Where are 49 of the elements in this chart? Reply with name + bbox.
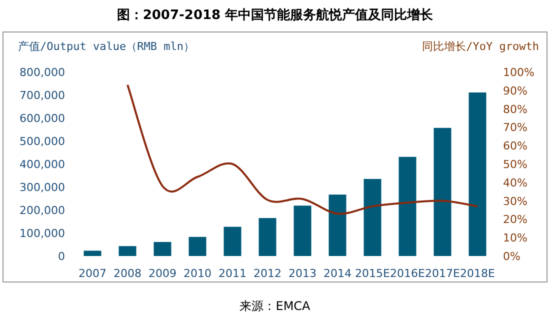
y2-tick-label: 0%	[503, 250, 520, 263]
x-tick-label: 2014	[324, 267, 352, 280]
x-tick-label: 2008	[114, 267, 142, 280]
y2-tick-label: 50%	[503, 158, 528, 171]
x-tick-label: 2012	[254, 267, 282, 280]
x-tick-label: 2016E	[390, 267, 426, 280]
y2-tick-label: 10%	[503, 232, 528, 245]
x-tick-label: 2007	[78, 267, 106, 280]
bar	[84, 250, 102, 256]
bar	[398, 156, 416, 256]
bar	[364, 178, 382, 256]
bar	[154, 242, 172, 256]
y-tick-label: 700,000	[20, 89, 65, 102]
bar	[118, 246, 136, 256]
y-axis-title: 产值/Output value（RMB mln）	[18, 40, 194, 53]
y-tick-label: 400,000	[20, 158, 65, 171]
y2-tick-label: 30%	[503, 194, 528, 208]
y-tick-label: 800,000	[20, 66, 65, 79]
x-tick-label: 2009	[148, 267, 176, 280]
y2-tick-label: 70%	[503, 121, 528, 134]
y-tick-label: 0	[58, 250, 65, 263]
source-note: 来源：EMCA	[240, 299, 312, 313]
y2-tick-label: 100%	[503, 66, 534, 79]
bar	[434, 128, 452, 256]
y2-tick-label: 90%	[503, 84, 528, 98]
bar	[468, 92, 486, 256]
y2-tick-label: 40%	[503, 176, 528, 190]
y2-tick-label: 20%	[503, 213, 528, 226]
bar	[294, 206, 312, 256]
bar	[328, 194, 346, 256]
y-tick-label: 600,000	[20, 112, 65, 125]
bar	[224, 226, 242, 256]
x-tick-label: 2018E	[460, 267, 496, 280]
y2-axis-title: 同比增长/YoY growth	[422, 40, 539, 53]
chart-title: 图：2007-2018 年中国节能服务航悦产值及同比增长	[116, 7, 434, 23]
x-tick-label: 2010	[184, 267, 212, 280]
y-tick-label: 300,000	[20, 181, 65, 194]
y-tick-label: 200,000	[20, 204, 65, 217]
y2-tick-label: 60%	[503, 140, 528, 153]
bar	[258, 218, 276, 256]
y-tick-label: 500,000	[20, 135, 65, 148]
y-tick-label: 100,000	[20, 227, 65, 240]
bar	[188, 236, 206, 256]
x-tick-label: 2011	[218, 267, 246, 280]
x-tick-label: 2015E	[355, 267, 390, 280]
y2-tick-label: 80%	[503, 102, 528, 116]
x-tick-label: 2017E	[425, 267, 460, 280]
line-series	[126, 84, 478, 215]
x-tick-label: 2013	[288, 267, 316, 280]
